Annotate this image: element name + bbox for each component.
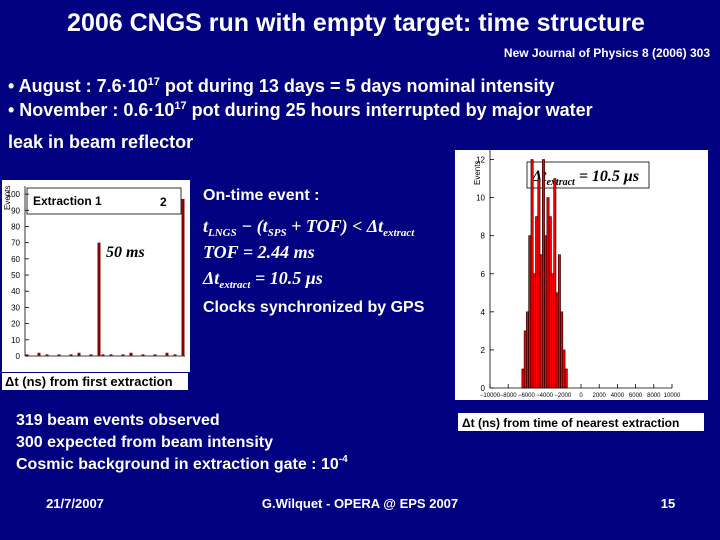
y-tick-label: 0 bbox=[16, 352, 21, 361]
x-tick-label: 8000 bbox=[647, 393, 661, 399]
bar bbox=[526, 311, 529, 389]
bar bbox=[181, 198, 185, 356]
footer-author: G.Wilquet - OPERA @ EPS 2007 bbox=[262, 496, 458, 511]
bar bbox=[101, 354, 105, 356]
y-tick-label: 4 bbox=[481, 308, 486, 317]
x-tick-label: −4000 bbox=[536, 393, 554, 399]
x-tick-label: −2000 bbox=[554, 393, 572, 399]
x-tick-label: 4000 bbox=[611, 393, 625, 399]
x-tick-label: 2000 bbox=[593, 393, 607, 399]
heading: On-time event : bbox=[203, 187, 319, 204]
x-axis-label: Δt (ns) from time of nearest extraction bbox=[462, 416, 679, 430]
annotation: Extraction 1 bbox=[33, 194, 102, 208]
label-bg bbox=[458, 413, 704, 431]
bar bbox=[141, 354, 145, 356]
y-tick-label: 90 bbox=[11, 206, 20, 215]
y-tick-label: 8 bbox=[481, 232, 486, 241]
bar bbox=[77, 352, 81, 356]
bullet: • November : 0.6·1017 pot during 25 hour… bbox=[8, 100, 593, 120]
bar bbox=[109, 354, 113, 356]
bar bbox=[560, 311, 564, 389]
y-tick-label: 2 bbox=[481, 346, 486, 355]
page-number: 15 bbox=[661, 496, 675, 511]
bar bbox=[173, 354, 177, 356]
bar bbox=[121, 354, 125, 356]
x-axis-label: Δt (ns) from first extraction bbox=[5, 374, 173, 389]
bullet: leak in beam reflector bbox=[8, 132, 193, 152]
bar bbox=[129, 352, 133, 356]
y-axis-label: Events bbox=[3, 186, 12, 210]
bar bbox=[532, 273, 536, 389]
note: Clocks synchronized by GPS bbox=[203, 299, 425, 316]
reference: New Journal of Physics 8 (2006) 303 bbox=[504, 46, 710, 60]
bar bbox=[537, 178, 541, 389]
y-tick-label: 100 bbox=[7, 190, 21, 199]
legend-box bbox=[26, 187, 182, 215]
formula: TOF = 2.44 ms bbox=[203, 242, 315, 262]
y-tick-label: 80 bbox=[11, 222, 20, 231]
bar bbox=[544, 235, 548, 389]
bar bbox=[69, 354, 73, 356]
formula: Δtextract = 10.5 μs bbox=[202, 268, 323, 291]
bullet: • August : 7.6·1017 pot during 13 days =… bbox=[8, 76, 555, 96]
x-tick-label: 6000 bbox=[629, 393, 643, 399]
bar bbox=[528, 235, 532, 389]
x-tick-label: 10000 bbox=[664, 393, 681, 399]
legend-box bbox=[526, 161, 650, 189]
bar bbox=[553, 178, 557, 389]
label-bg bbox=[2, 373, 188, 390]
bar bbox=[57, 354, 61, 356]
y-tick-label: 6 bbox=[481, 270, 486, 279]
y-tick-label: 12 bbox=[476, 156, 485, 165]
y-tick-label: 30 bbox=[11, 303, 20, 312]
y-tick-label: 10 bbox=[476, 194, 485, 203]
x-tick-label: −8000 bbox=[500, 393, 518, 399]
bar bbox=[542, 159, 545, 389]
y-tick-label: 20 bbox=[11, 320, 20, 329]
bar bbox=[165, 352, 169, 356]
bar bbox=[557, 254, 561, 389]
bar bbox=[153, 354, 157, 356]
summary: 319 beam events observed bbox=[16, 412, 220, 429]
bar bbox=[25, 354, 29, 356]
bar bbox=[97, 242, 101, 356]
x-tick-label: 0 bbox=[579, 393, 583, 399]
summary: Cosmic background in extraction gate : 1… bbox=[16, 454, 348, 473]
y-tick-label: 0 bbox=[481, 384, 486, 393]
annotation: 50 ms bbox=[106, 244, 145, 261]
y-tick-label: 70 bbox=[11, 239, 20, 248]
bar bbox=[521, 368, 525, 389]
bar bbox=[548, 216, 552, 389]
x-tick-label: −10000 bbox=[480, 393, 501, 399]
bar bbox=[551, 273, 554, 389]
bar bbox=[539, 254, 543, 389]
y-tick-label: 50 bbox=[11, 271, 20, 280]
summary: 300 expected from beam intensity bbox=[16, 434, 273, 451]
y-tick-label: 10 bbox=[11, 336, 20, 345]
footer-date: 21/7/2007 bbox=[46, 496, 104, 511]
bar bbox=[89, 354, 93, 356]
bar bbox=[530, 159, 534, 389]
bar bbox=[562, 349, 566, 389]
bar bbox=[523, 330, 527, 389]
chart-panel bbox=[455, 150, 708, 400]
bar bbox=[546, 197, 550, 389]
slide-title: 2006 CNGS run with empty target: time st… bbox=[67, 9, 645, 37]
bar bbox=[564, 368, 568, 389]
y-tick-label: 40 bbox=[11, 287, 20, 296]
bar bbox=[45, 354, 49, 356]
x-tick-label: −6000 bbox=[518, 393, 536, 399]
formula: tLNGS − (tSPS + TOF) < Δtextract bbox=[203, 216, 415, 239]
y-tick-label: 60 bbox=[11, 255, 20, 264]
annotation: 2 bbox=[160, 195, 167, 209]
bar bbox=[555, 292, 559, 389]
bar bbox=[37, 352, 41, 356]
bar bbox=[535, 216, 539, 389]
y-axis-label: Events bbox=[473, 161, 482, 185]
